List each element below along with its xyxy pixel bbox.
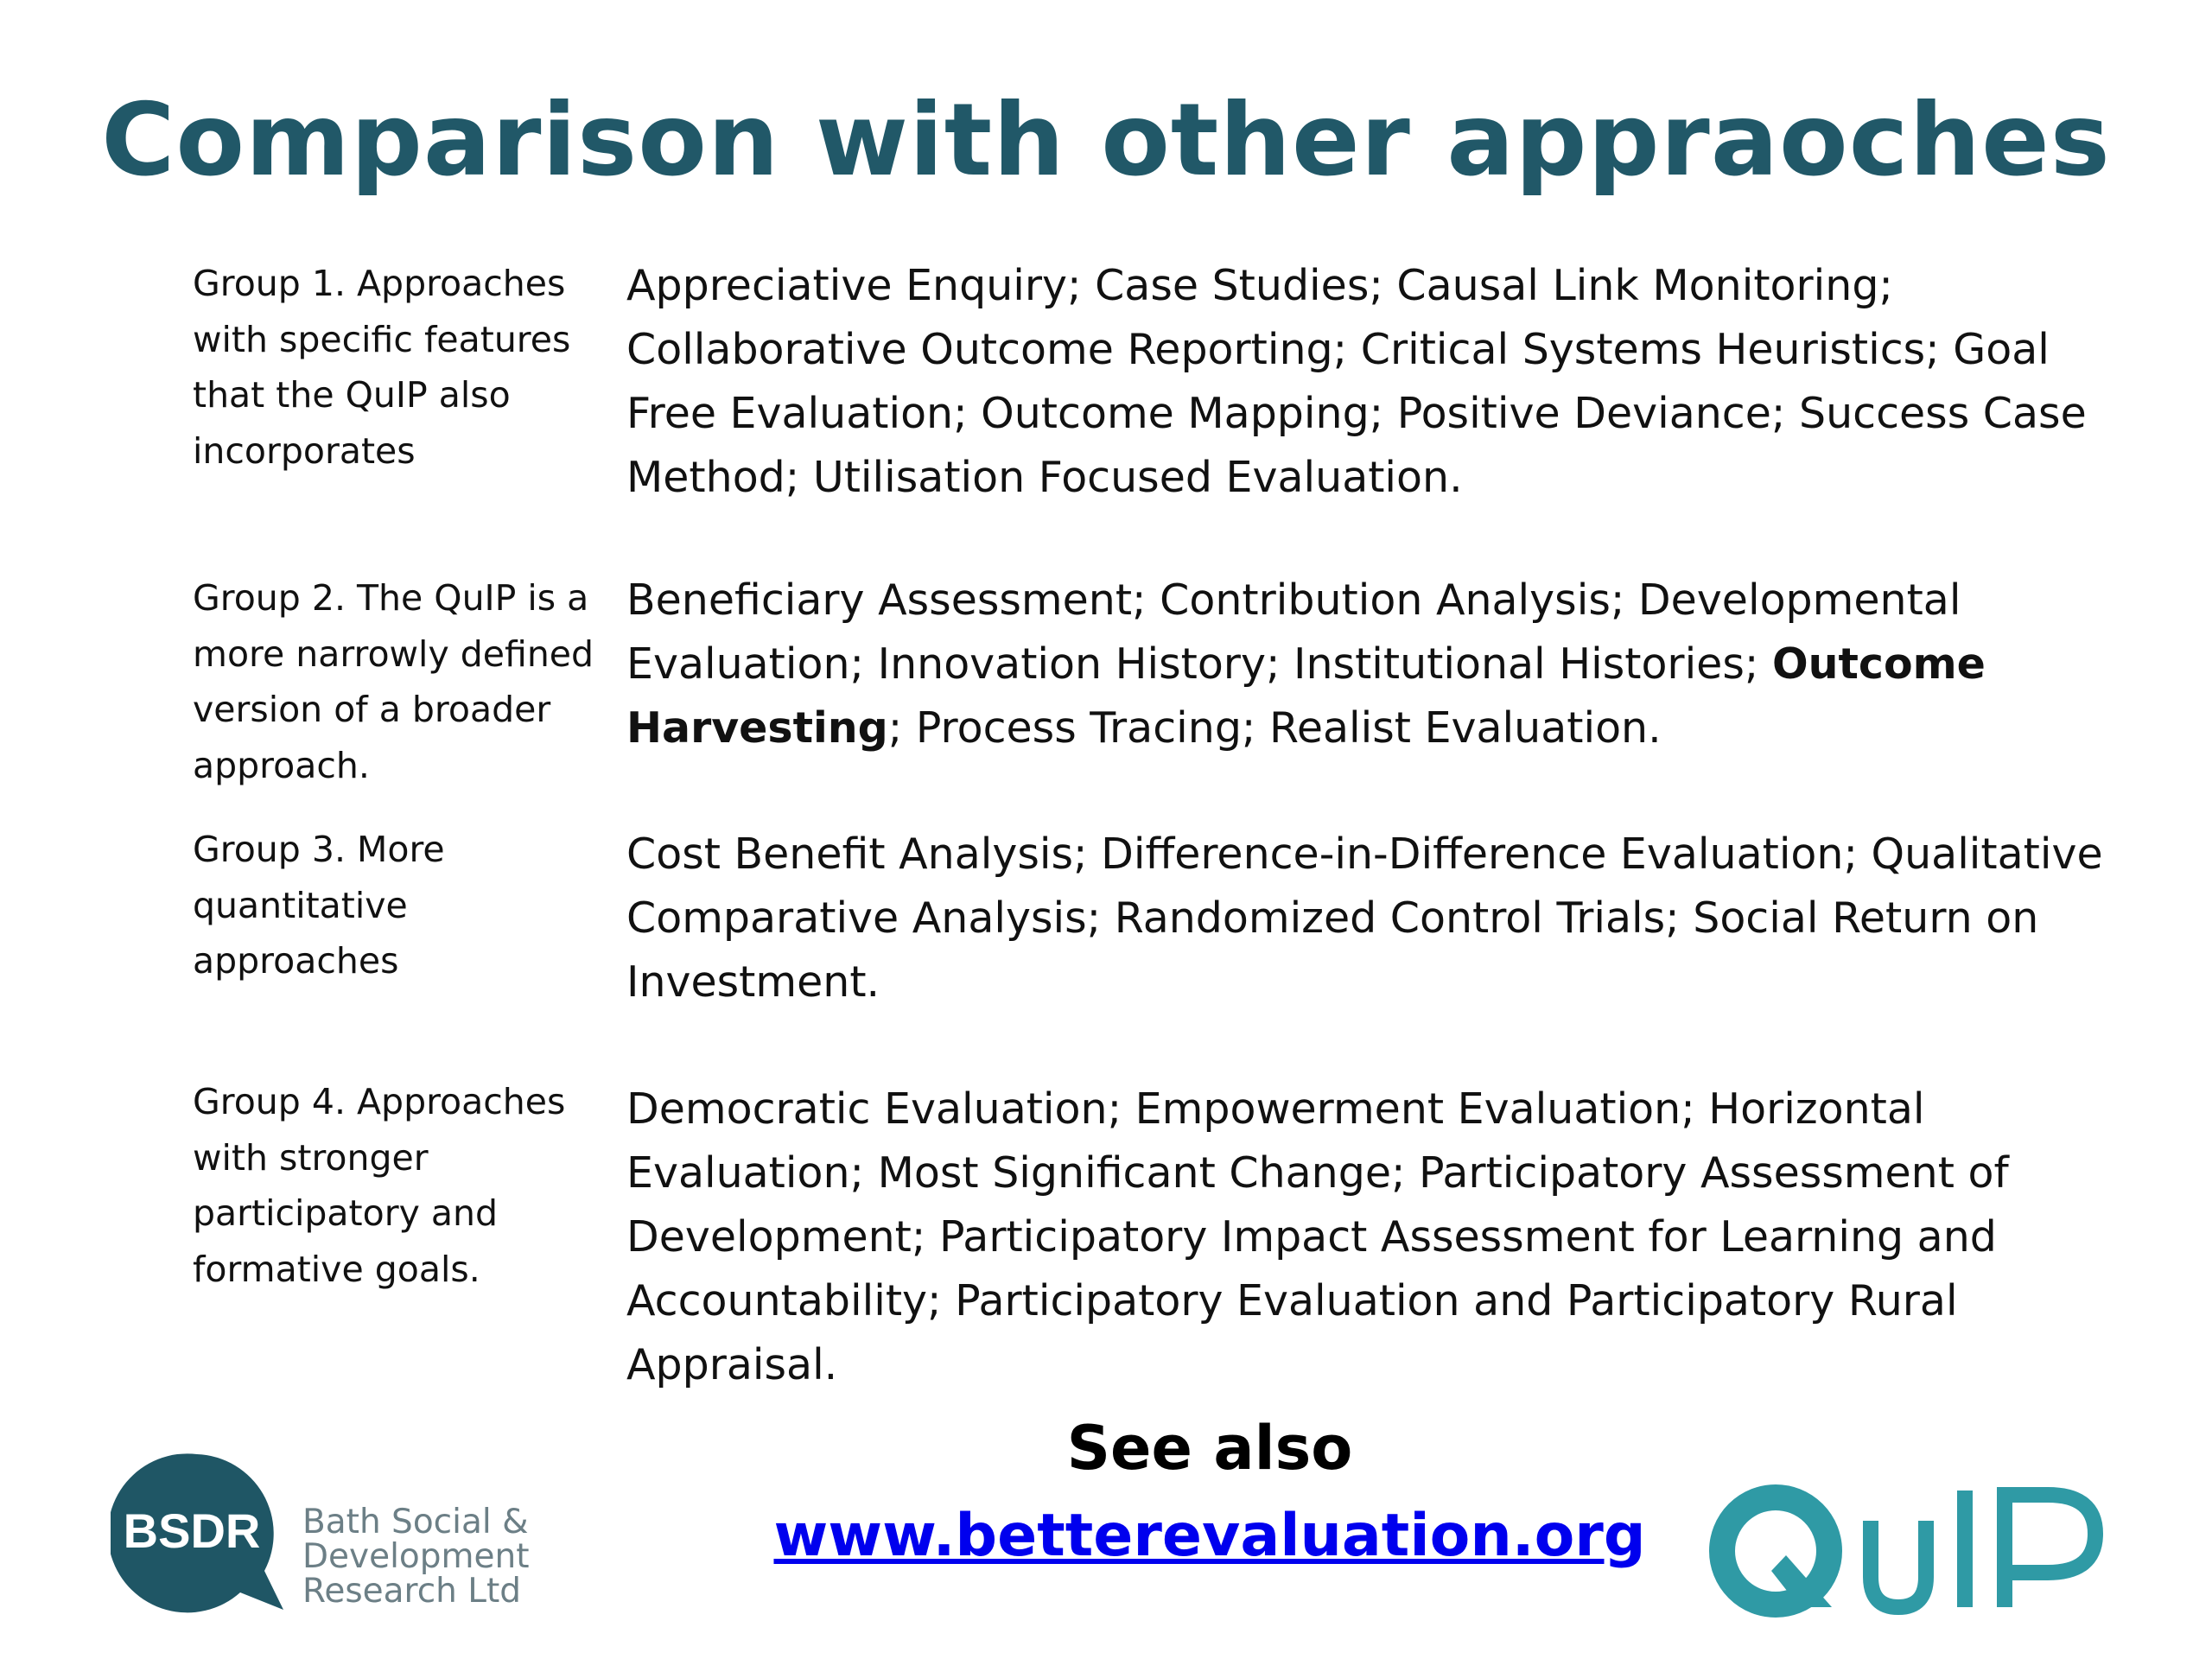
quip-q-tail xyxy=(1771,1555,1832,1607)
group-3-approaches: Cost Benefit Analysis; Difference-in-Dif… xyxy=(626,823,2126,1014)
quip-p xyxy=(1997,1487,2104,1607)
slide-title: Comparison with other appraoches xyxy=(101,82,2111,199)
group-4-label: Group 4. Approaches with stronger partic… xyxy=(193,1081,566,1290)
group-4-approaches: Democratic Evaluation; Empowerment Evalu… xyxy=(626,1077,2126,1397)
group-1-label: Group 1. Approaches with specific featur… xyxy=(193,263,571,472)
betterevaluation-link[interactable]: www.betterevaluation.org xyxy=(773,1502,1646,1570)
group-3-text-part: Cost Benefit Analysis; Difference-in-Dif… xyxy=(626,830,2103,1007)
group-3-label: Group 3. More quantitative approaches xyxy=(193,829,445,982)
bsdr-name-line: Research Ltd xyxy=(302,1572,522,1611)
group-2-approaches: Beneficiary Assessment; Contribution Ana… xyxy=(626,569,2126,760)
outcome-harvesting-highlight: Outcome Harvesting xyxy=(626,639,1986,753)
quip-logo xyxy=(1709,1484,2104,1618)
group-1-approaches: Appreciative Enquiry; Case Studies; Caus… xyxy=(626,254,2126,510)
bsdr-name-line: Development xyxy=(302,1537,530,1576)
bsdr-mark: BSDR xyxy=(124,1503,261,1558)
group-1-text-part: Appreciative Enquiry; Case Studies; Caus… xyxy=(626,261,2087,502)
group-2-text-part: ; Process Tracing; Realist Evaluation. xyxy=(887,703,1662,753)
quip-u xyxy=(1863,1521,1934,1616)
bsdr-name-line: Bath Social & xyxy=(302,1503,529,1541)
bsdr-logo: BSDR xyxy=(111,1453,283,1613)
quip-q-ring xyxy=(1709,1484,1842,1618)
see-also-heading: See also xyxy=(1066,1413,1353,1484)
group-2-label: Group 2. The QuIP is a more narrowly def… xyxy=(193,577,594,786)
group-2-text-part: Beneficiary Assessment; Contribution Ana… xyxy=(626,575,1961,689)
bsdr-name: Bath Social & Development Research Ltd xyxy=(302,1505,530,1609)
quip-i xyxy=(1957,1491,1973,1607)
bsdr-speech-bubble xyxy=(111,1453,283,1613)
group-4-text-part: Democratic Evaluation; Empowerment Evalu… xyxy=(626,1084,2009,1389)
